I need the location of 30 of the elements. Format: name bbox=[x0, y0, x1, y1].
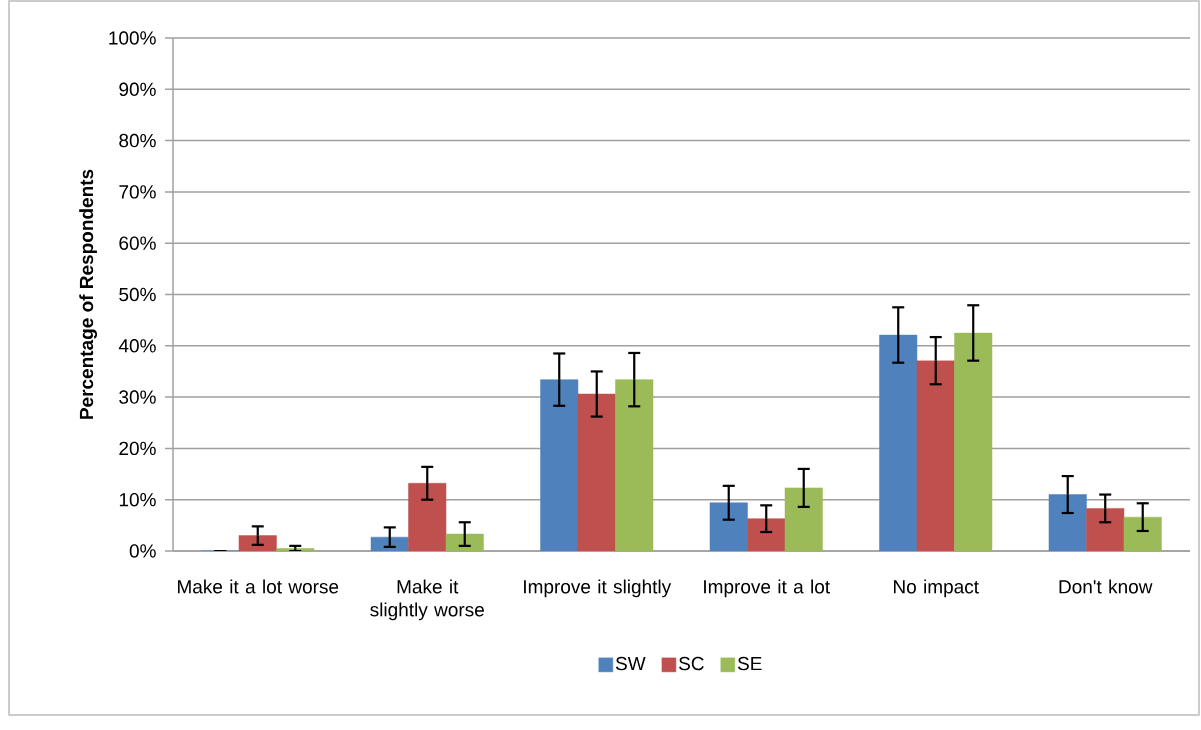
bar bbox=[879, 334, 918, 551]
bar bbox=[1123, 516, 1162, 551]
y-tick-label: 10% bbox=[119, 492, 156, 507]
y-tick-label: 90% bbox=[119, 82, 156, 97]
y-tick-label: 70% bbox=[119, 185, 156, 199]
x-tick-label: Make it slightly worse bbox=[370, 579, 484, 621]
x-tick-label: Improve it a lot bbox=[704, 579, 830, 598]
y-tick-label: 40% bbox=[118, 339, 156, 353]
x-tick-label: Don't know bbox=[1059, 579, 1153, 594]
y-axis-title: Percentage of Respondents bbox=[79, 169, 98, 419]
bar bbox=[784, 487, 823, 551]
bar bbox=[954, 332, 993, 551]
y-tick-label: 20% bbox=[119, 441, 156, 456]
x-tick-label: Make it a lot worse bbox=[178, 579, 339, 594]
legend-label: SE bbox=[737, 656, 762, 671]
bar bbox=[540, 379, 579, 551]
y-tick-label: 80% bbox=[119, 133, 156, 148]
y-tick-label: 100% bbox=[109, 31, 156, 45]
y-tick-label: 50% bbox=[119, 287, 156, 302]
legend-label: SW bbox=[615, 656, 646, 671]
legend-label: SC bbox=[679, 656, 704, 671]
x-tick-label: No impact bbox=[893, 579, 979, 598]
bar bbox=[1048, 494, 1087, 551]
bar bbox=[445, 533, 484, 551]
y-tick-label: 30% bbox=[119, 390, 156, 404]
bar bbox=[709, 502, 748, 551]
bar bbox=[615, 379, 654, 551]
y-tick-label: 60% bbox=[119, 236, 156, 250]
x-tick-label: Improve it slightly bbox=[524, 579, 672, 598]
y-tick-label: 0% bbox=[129, 544, 156, 558]
